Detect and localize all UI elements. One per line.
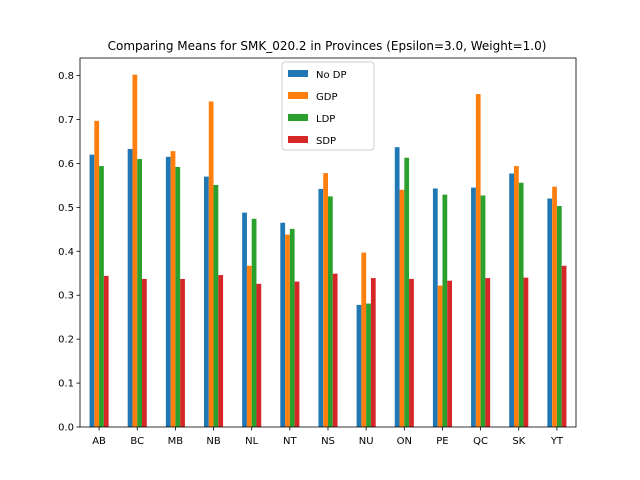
y-tick-label: 0.2 <box>58 335 74 346</box>
legend-label-gdp: GDP <box>316 92 337 103</box>
y-tick-label: 0.6 <box>58 159 74 170</box>
bar-gdp-qc <box>475 94 481 428</box>
bar-sdp-qc <box>485 278 491 427</box>
bar-no-dp-nt <box>280 222 286 427</box>
x-tick-label-pe: PE <box>436 436 448 447</box>
bar-ldp-nb <box>213 184 219 427</box>
bar-ldp-ab <box>99 166 104 427</box>
bar-ldp-nu <box>366 303 371 427</box>
bar-no-dp-yt <box>547 198 553 427</box>
bar-sdp-ab <box>103 275 109 427</box>
bar-no-dp-bc <box>127 148 133 427</box>
legend-label-sdp: SDP <box>316 136 336 147</box>
bar-ldp-nt <box>289 228 295 427</box>
legend-swatch-gdp <box>288 92 308 99</box>
bar-gdp-nu <box>361 252 367 427</box>
bar-gdp-ns <box>323 173 328 427</box>
bars-group <box>89 74 567 428</box>
legend-box <box>281 61 375 151</box>
y-tick-label: 0.5 <box>58 203 74 214</box>
bar-sdp-nt <box>294 281 300 427</box>
bar-gdp-nl <box>246 265 252 427</box>
x-tick-label-nl: NL <box>245 436 258 447</box>
x-tick-label-nu: NU <box>359 436 374 447</box>
bar-sdp-ns <box>332 273 338 427</box>
x-tick-label-qc: QC <box>473 436 488 447</box>
bar-gdp-ab <box>94 120 100 427</box>
bar-sdp-pe <box>447 280 452 427</box>
bar-no-dp-on <box>394 147 400 428</box>
legend-swatch-no-dp <box>288 70 308 77</box>
bar-gdp-yt <box>552 186 557 427</box>
bar-ldp-bc <box>137 159 142 428</box>
bar-no-dp-pe <box>432 188 438 427</box>
y-tick-label: 0.4 <box>58 247 74 258</box>
y-tick-label: 0.7 <box>58 115 74 126</box>
bar-sdp-bc <box>142 278 147 427</box>
bar-ldp-ns <box>328 196 333 428</box>
bar-sdp-mb <box>180 278 185 427</box>
bar-sdp-yt <box>561 265 567 427</box>
bar-gdp-bc <box>132 74 138 427</box>
x-tick-label-nt: NT <box>283 436 297 447</box>
bar-ldp-sk <box>518 182 524 427</box>
bar-no-dp-qc <box>471 187 476 427</box>
x-tick-label-ab: AB <box>92 436 106 447</box>
legend: No DP GDP LDP SDP <box>281 61 375 151</box>
bar-ldp-on <box>404 157 410 427</box>
bar-gdp-nb <box>208 101 214 428</box>
bar-ldp-yt <box>556 206 562 427</box>
y-tick-label: 0.8 <box>58 71 74 82</box>
bar-no-dp-nl <box>242 212 247 427</box>
y-tick-label: 0.1 <box>58 379 74 390</box>
bar-sdp-nl <box>256 283 262 427</box>
legend-label-no-dp: No DP <box>316 70 347 81</box>
bar-gdp-nt <box>285 234 290 427</box>
bar-ldp-mb <box>175 166 181 427</box>
legend-swatch-ldp <box>288 114 308 121</box>
bar-no-dp-mb <box>165 156 171 427</box>
bar-sdp-nu <box>370 278 376 427</box>
bar-sdp-nb <box>218 275 224 427</box>
x-tick-label-sk: SK <box>512 436 525 447</box>
x-tick-label-yt: YT <box>550 436 564 447</box>
bar-sdp-on <box>409 278 414 427</box>
axes-group: 0.0 0.1 0.2 0.3 0.4 0.5 0.6 0.7 0.8 AB BC MB NB NL NT N… <box>58 57 577 447</box>
bar-gdp-mb <box>170 151 176 427</box>
bar-no-dp-ab <box>89 154 95 427</box>
bar-ldp-qc <box>480 195 486 427</box>
x-tick-label-mb: MB <box>168 436 184 447</box>
bar-sdp-sk <box>523 277 529 427</box>
legend-swatch-sdp <box>288 136 308 143</box>
bar-no-dp-nu <box>356 304 362 427</box>
bar-ldp-nl <box>251 218 257 427</box>
bar-gdp-on <box>399 189 405 427</box>
bar-no-dp-sk <box>509 173 514 427</box>
y-tick-label: 0.3 <box>58 291 74 302</box>
bar-gdp-sk <box>514 166 519 427</box>
x-tick-label-nb: NB <box>206 436 220 447</box>
y-tick-label: 0.0 <box>58 423 74 434</box>
x-tick-label-bc: BC <box>130 436 144 447</box>
bar-ldp-pe <box>442 194 448 427</box>
x-tick-label-on: ON <box>397 436 412 447</box>
bar-no-dp-ns <box>318 188 324 427</box>
legend-label-ldp: LDP <box>316 114 335 125</box>
bar-no-dp-nb <box>204 176 209 427</box>
bar-gdp-pe <box>437 285 443 427</box>
chart-title: Comparing Means for SMK_020.2 in Provinc… <box>108 39 547 53</box>
x-tick-label-ns: NS <box>321 436 335 447</box>
